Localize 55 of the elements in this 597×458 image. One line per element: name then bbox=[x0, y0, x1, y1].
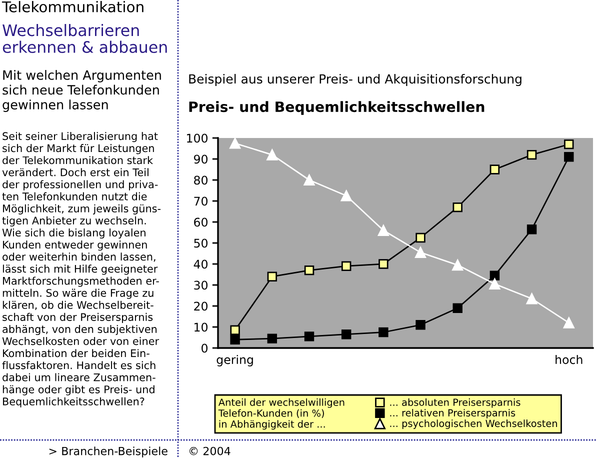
text: Wechselbarrieren erkennen & abbauen bbox=[2, 24, 167, 54]
x-tick-label: hoch bbox=[556, 354, 582, 364]
point bbox=[452, 303, 462, 313]
point bbox=[267, 334, 278, 344]
text: Telekommunikation bbox=[2, 1, 144, 12]
y-tick-label: 80 bbox=[194, 176, 208, 185]
point bbox=[490, 270, 500, 280]
point bbox=[452, 202, 462, 212]
legend-title: Anteil der wechselwilligen Telefon-Kunden (in %) in Abhängigkeit der ... bbox=[218, 398, 344, 430]
y-tick-label: 30 bbox=[194, 280, 208, 290]
point bbox=[341, 329, 352, 340]
point bbox=[414, 246, 426, 258]
y-tick-label: 90 bbox=[194, 154, 208, 164]
point bbox=[378, 327, 388, 338]
text: Seit seiner Liberalisierung hat sich der Markt für Leistungen der Telekommunikation stark verändert. Doch erst ein Teil der professionellen und priva- ten Telefonkunden nutzt die Möglichkeit, zum jeweils güns- tigen Anbieter zu wechseln. Wie sich die bislang loyalen Kunden entweder gewinnen oder weiterhin binden lassen, lässt sich mit Hilfe geeigneter Marktforschungsmethoden er- mitteln. So wäre die Frage zu klären, ob die Wechselbereit- schaft von der Preisersparnis abhängt, von den subjektiven Wechselkosten oder von einer Kombination der beiden Ein- flussfaktoren. Handelt es sich dabei um lineare Zusammen- hänge oder gibt es Preis- und Bequemlichkeitsschwellen? bbox=[2, 132, 161, 408]
point bbox=[526, 150, 537, 160]
point bbox=[304, 174, 315, 186]
point bbox=[416, 320, 426, 330]
point bbox=[340, 190, 352, 202]
y-tick-label: 0 bbox=[202, 344, 208, 353]
y-tick-label: 40 bbox=[194, 260, 208, 269]
y-tick-label: 10 bbox=[194, 322, 208, 332]
point bbox=[304, 332, 314, 342]
point bbox=[564, 139, 574, 150]
point bbox=[266, 149, 278, 160]
point bbox=[563, 317, 574, 328]
point bbox=[230, 325, 240, 336]
chart-title: Preis- und Bequemlichkeitsschwellen bbox=[189, 101, 484, 115]
legend-label: ... relativen Preisersparnis bbox=[390, 408, 516, 418]
y-tick-label: 100 bbox=[187, 134, 208, 143]
point bbox=[526, 224, 537, 234]
legend-label: ... psychologischen Wechselkosten bbox=[390, 420, 557, 429]
point bbox=[378, 259, 388, 269]
point bbox=[526, 293, 538, 304]
point bbox=[304, 265, 314, 276]
chart-subtitle: Beispiel aus unserer Preis- und Akquisitionsforschung bbox=[189, 74, 522, 86]
point bbox=[416, 232, 426, 243]
point bbox=[452, 259, 464, 271]
text: > Branchen-Beispiele bbox=[49, 446, 168, 458]
text: Mit welchen Argumenten sich neue Telefonkunden gewinnen lassen bbox=[2, 70, 161, 112]
point bbox=[378, 224, 389, 236]
point bbox=[341, 261, 352, 271]
y-tick-label: 70 bbox=[194, 196, 208, 206]
point bbox=[564, 152, 574, 162]
point bbox=[489, 278, 500, 290]
point bbox=[230, 138, 241, 149]
y-tick-label: 20 bbox=[194, 302, 208, 311]
point bbox=[267, 272, 278, 282]
point bbox=[490, 164, 500, 174]
legend-label: ... absoluten Preisersparnis bbox=[390, 398, 520, 408]
text: © 2004 bbox=[190, 446, 230, 456]
y-tick-label: 60 bbox=[194, 218, 208, 227]
point bbox=[230, 334, 240, 344]
y-tick-label: 50 bbox=[194, 238, 208, 248]
x-tick-label: gering bbox=[216, 354, 253, 366]
